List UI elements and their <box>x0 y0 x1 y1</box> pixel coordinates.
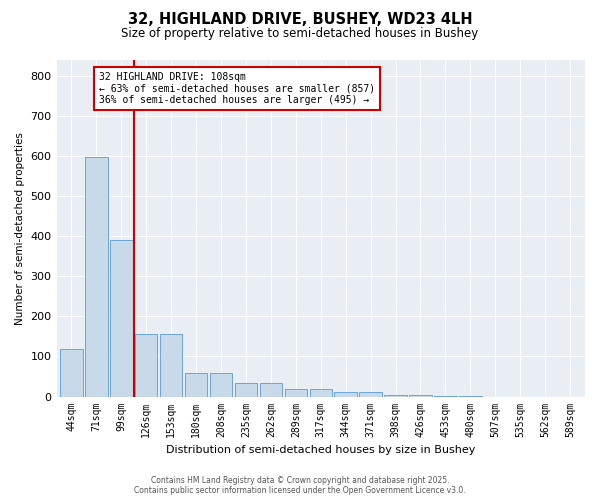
Y-axis label: Number of semi-detached properties: Number of semi-detached properties <box>15 132 25 324</box>
Bar <box>210 372 232 396</box>
Bar <box>235 382 257 396</box>
Bar <box>359 392 382 396</box>
Bar <box>185 372 208 396</box>
Text: 32 HIGHLAND DRIVE: 108sqm
← 63% of semi-detached houses are smaller (857)
36% of: 32 HIGHLAND DRIVE: 108sqm ← 63% of semi-… <box>99 72 375 105</box>
Bar <box>60 350 83 397</box>
Bar <box>385 394 407 396</box>
X-axis label: Distribution of semi-detached houses by size in Bushey: Distribution of semi-detached houses by … <box>166 445 475 455</box>
Bar <box>409 394 431 396</box>
Bar <box>160 334 182 396</box>
Text: Contains HM Land Registry data © Crown copyright and database right 2025.
Contai: Contains HM Land Registry data © Crown c… <box>134 476 466 495</box>
Bar <box>260 382 282 396</box>
Bar <box>85 158 107 396</box>
Text: Size of property relative to semi-detached houses in Bushey: Size of property relative to semi-detach… <box>121 28 479 40</box>
Bar <box>334 392 357 396</box>
Bar <box>310 390 332 396</box>
Text: 32, HIGHLAND DRIVE, BUSHEY, WD23 4LH: 32, HIGHLAND DRIVE, BUSHEY, WD23 4LH <box>128 12 472 28</box>
Bar <box>110 240 133 396</box>
Bar <box>135 334 157 396</box>
Bar <box>284 390 307 396</box>
